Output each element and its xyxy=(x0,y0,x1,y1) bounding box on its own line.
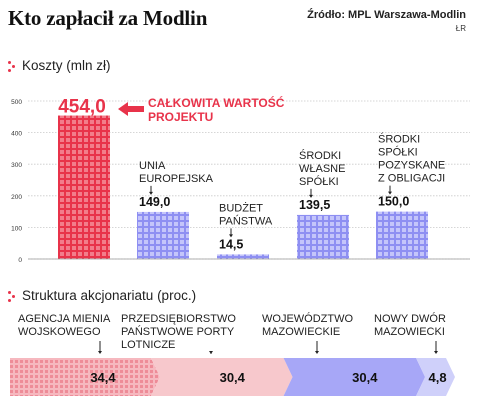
bar xyxy=(297,214,349,259)
left-arrow-icon xyxy=(118,102,144,116)
bar-value-label: 139,5 xyxy=(299,198,330,212)
leader-arrow-icon xyxy=(229,234,233,238)
costs-heading-label: Koszty (mln zł) xyxy=(22,58,111,73)
costs-section-heading: Koszty (mln zł) xyxy=(8,58,111,73)
bar-annotation: PROJEKTU xyxy=(148,110,213,124)
bar xyxy=(137,211,189,259)
segment-annotation: LOTNICZE xyxy=(121,339,175,351)
segment-value-label: 34,4 xyxy=(90,370,116,385)
segment-value-label: 30,4 xyxy=(352,370,378,385)
bar-annotation: BUDŻET xyxy=(219,201,263,214)
costs-bar-chart: 0 100 200 300 400 500 454,0 CAŁKOWITA WARTOŚĆPR… xyxy=(11,95,470,264)
bar-annotation: SPÓŁKI xyxy=(299,175,339,188)
share-segment xyxy=(283,358,426,396)
share-segment xyxy=(416,358,455,396)
y-tick-label: 0 xyxy=(18,257,22,264)
bar-annotation: POZYSKANE xyxy=(378,160,445,172)
leader-arrow-icon xyxy=(388,191,392,195)
bar-annotation: ŚRODKI xyxy=(299,149,341,162)
bar xyxy=(217,254,269,259)
leader-arrow-icon xyxy=(98,351,102,354)
segment-annotation: WOJEWÓDZTWO xyxy=(262,312,353,325)
shares-section-heading: Struktura akcjonariatu (proc.) xyxy=(8,288,196,303)
bullet-dots-icon xyxy=(8,60,17,72)
bar xyxy=(58,115,110,259)
leader-arrow-icon xyxy=(209,351,213,354)
leader-arrow-icon xyxy=(149,191,153,195)
segment-annotation: PAŃSTWOWE PORTY xyxy=(121,325,235,338)
segment-value-label: 4,8 xyxy=(428,370,446,385)
leader-arrow-icon xyxy=(434,351,438,354)
bar-annotation: EUROPEJSKA xyxy=(139,173,214,185)
y-tick-label: 400 xyxy=(11,131,22,138)
bar xyxy=(376,211,428,259)
leader-arrow-icon xyxy=(315,351,319,354)
author-credit: ŁR xyxy=(455,24,466,33)
bar-annotation: SPÓŁKI xyxy=(378,146,418,159)
bar-value-label: 149,0 xyxy=(139,195,170,209)
segment-value-label: 30,4 xyxy=(220,370,246,385)
bar-annotation: CAŁKOWITA WARTOŚĆ xyxy=(148,95,285,110)
leader-arrow-icon xyxy=(309,194,313,198)
bar-annotation: WŁASNE xyxy=(299,163,345,175)
shares-heading-label: Struktura akcjonariatu (proc.) xyxy=(22,288,197,303)
segment-annotation: PRZEDSIĘBIORSTWO xyxy=(121,313,236,325)
bullet-dots-icon xyxy=(8,290,17,302)
bar-annotation: UNIA xyxy=(139,160,166,172)
bar-value-label: 454,0 xyxy=(58,97,106,118)
bar-value-label: 14,5 xyxy=(219,237,243,251)
y-tick-label: 500 xyxy=(11,99,22,106)
segment-annotation: MAZOWIECKIE xyxy=(262,326,340,338)
bar-annotation: PAŃSTWA xyxy=(219,214,273,227)
segment-annotation: MAZOWIECKI xyxy=(374,326,445,338)
segment-annotation: WOJSKOWEGO xyxy=(18,326,101,338)
bar-value-label: 150,0 xyxy=(378,195,409,209)
segment-annotation: NOWY DWÓR xyxy=(374,312,446,325)
chart-title: Kto zapłacił za Modlin xyxy=(8,6,208,30)
share-segment xyxy=(150,358,293,396)
bar-annotation: ŚRODKI xyxy=(378,133,420,146)
y-tick-label: 200 xyxy=(11,194,22,201)
source-note: Źródło: MPL Warszawa-Modlin xyxy=(307,9,466,21)
y-tick-label: 300 xyxy=(11,162,22,169)
y-tick-label: 100 xyxy=(11,225,22,232)
segment-annotation: AGENCJA MIENIA xyxy=(18,313,111,325)
share-segment xyxy=(10,358,160,396)
bar-annotation: Z OBLIGACJI xyxy=(378,173,445,185)
